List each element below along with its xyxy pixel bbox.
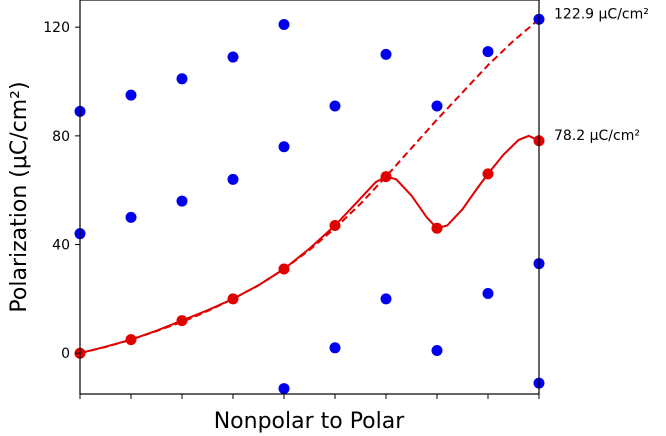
- y-tick-label: 40: [52, 238, 70, 254]
- tick-layer: 0 40 80 120: [43, 20, 540, 399]
- solid-fit-line: [79, 134, 540, 355]
- value-annotation: 78.2 μC/cm²: [554, 128, 640, 144]
- plot-frame: [79, 0, 540, 395]
- red-data-point: [482, 168, 494, 180]
- scatter-point: [278, 18, 290, 30]
- y-tick-label: 0: [61, 346, 70, 362]
- scatter-point: [482, 46, 494, 58]
- scatter-point: [431, 345, 443, 357]
- scatter-point: [176, 195, 188, 207]
- scatter-point: [329, 342, 341, 354]
- red-data-point: [125, 334, 137, 346]
- scatter-point: [227, 173, 239, 185]
- scatter-point: [278, 141, 290, 153]
- scatter-point: [329, 100, 341, 112]
- plot-layer: [74, 13, 545, 395]
- annotation-layer: 122.9 μC/cm² 78.2 μC/cm²: [554, 6, 649, 143]
- red-data-point: [227, 293, 239, 305]
- x-axis-label: Nonpolar to Polar: [214, 409, 406, 434]
- scatter-point: [278, 383, 290, 395]
- dashed-fit-line: [79, 18, 540, 355]
- red-data-point: [176, 315, 188, 327]
- red-data-point: [431, 222, 443, 234]
- red-data-point: [329, 220, 341, 232]
- scatter-point: [482, 287, 494, 299]
- scatter-point: [125, 211, 137, 223]
- red-data-point: [278, 263, 290, 275]
- red-data-point: [380, 171, 392, 183]
- value-annotation: 122.9 μC/cm²: [554, 6, 649, 22]
- scatter-point: [125, 89, 137, 101]
- scatter-point: [431, 100, 443, 112]
- scatter-point: [176, 73, 188, 85]
- scatter-point: [380, 48, 392, 60]
- scatter-point: [380, 293, 392, 305]
- scatter-point: [227, 51, 239, 63]
- axes-layer: [79, 0, 540, 395]
- y-tick-label: 80: [52, 129, 70, 145]
- y-tick-label: 120: [43, 20, 70, 36]
- y-axis-label: Polarization (μC/cm²): [7, 81, 32, 312]
